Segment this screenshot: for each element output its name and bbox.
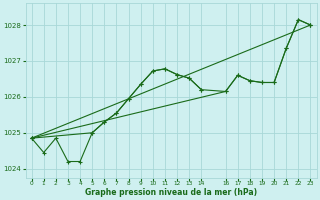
X-axis label: Graphe pression niveau de la mer (hPa): Graphe pression niveau de la mer (hPa): [85, 188, 257, 197]
